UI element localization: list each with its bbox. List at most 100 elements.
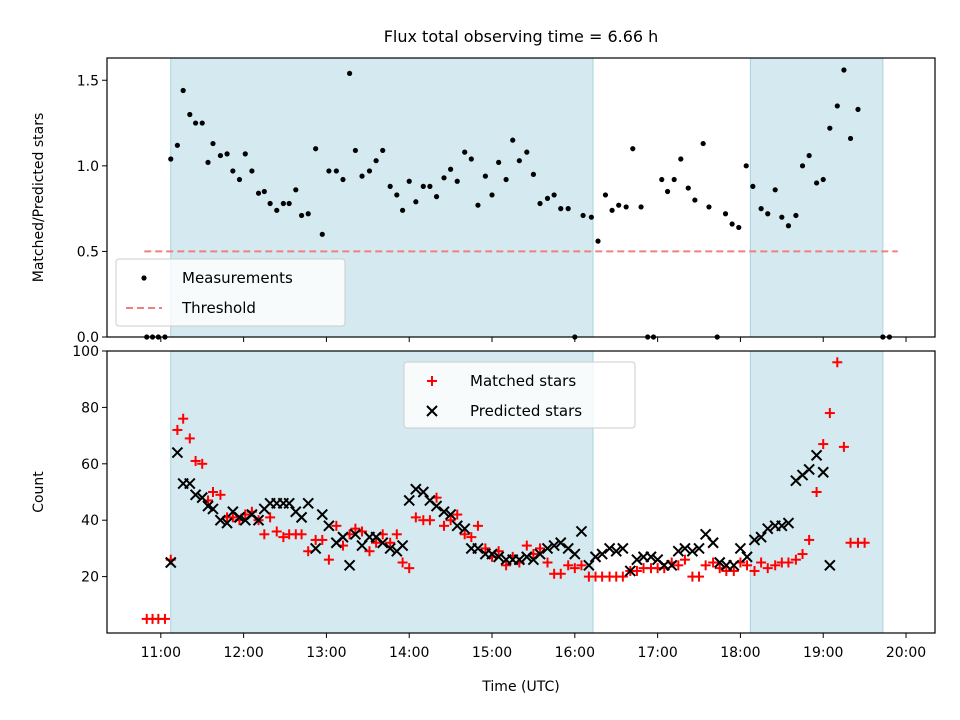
predicted-stars-point [589,551,602,563]
count-y-tick-label: 60 [81,457,99,473]
predicted-stars-point [207,503,219,515]
measurements-point [286,200,292,207]
measurements-point [537,200,543,207]
matched-stars-point [749,565,760,576]
predicted-stars-point [672,545,685,557]
measurements-point [305,211,311,217]
ratio-axes-frame [106,57,936,338]
x-tick-label: 16:00 [555,645,595,661]
predicted-stars-point [810,449,823,462]
matched-stars-point [438,520,449,531]
measurements-point [580,212,586,219]
measurements-point [827,125,833,131]
measurements-point [420,183,426,189]
matched-stars-point [259,529,270,540]
predicted-stars-point [438,506,450,518]
ratio-legend-box [115,258,346,327]
predicted-stars-point [444,508,457,521]
predicted-stars-point [233,511,246,524]
predicted-stars-point [693,542,705,555]
measurements-point [750,183,756,189]
predicted-stars-point [624,565,637,577]
matched-stars-point [617,571,628,582]
measurements-point [475,202,481,208]
predicted-stars-point [316,508,328,521]
x-tick-label: 17:00 [637,645,677,661]
ratio-y-tick-label: 0.0 [77,330,99,346]
count-y-tick-label: 100 [72,344,99,360]
measurements-point [448,166,454,172]
predicted-stars-point [189,489,202,501]
predicted-stars-point [349,528,362,541]
matched-stars-point [296,529,307,540]
predicted-stars-point [521,551,533,563]
x-tick-label: 20:00 [886,645,926,661]
measurements-point [468,156,474,162]
measurements-point [340,176,346,183]
measurements-point [192,120,199,126]
x-tick-label: 14:00 [389,645,429,661]
measurements-point [413,199,419,205]
measurements-point [454,178,460,184]
measurements-legend-marker [141,275,147,281]
matched-stars-point [466,532,477,543]
measurements-point [313,146,319,152]
matched-stars-point [317,534,328,545]
ratio-y-tick-label: 1.5 [77,73,99,89]
ratio-x-ticks [160,337,907,342]
count-legend-label: Matched stars [470,372,576,390]
matched-stars-point [824,408,835,419]
matched-stars-point [811,487,822,497]
ratio-y-axis-label: Matched/Predicted stars [31,113,47,283]
matched-stars-point [385,537,396,548]
matched-stars-point [184,433,195,444]
measurements-point [609,207,615,213]
measurements-point [503,176,509,183]
measurements-point [168,156,174,162]
predicted-stars-point [337,531,349,543]
matched-stars-point [350,523,361,534]
predicted-stars-point [309,542,322,555]
matched-stars-point [563,560,574,571]
matched-stars-point [818,439,829,450]
measurements-point [230,168,236,174]
measurements-point [664,188,671,195]
matched-stars-point [859,537,870,548]
measurements-point [380,147,386,154]
measurements-point [387,183,393,189]
matched-stars-legend-marker [427,376,437,386]
measurements-point [199,120,205,126]
matched-stars-point [323,554,334,565]
matched-stars-point [197,458,208,469]
matched-stars-point [445,515,456,526]
matched-stars-point [227,512,238,523]
matched-stars-point [762,563,773,574]
predicted-stars-point [603,542,616,555]
predicted-stars-point [741,551,753,563]
count-y-ticks: 20 40 60 80 100 [72,344,107,586]
matched-stars-point [459,529,470,540]
measurements-point [347,70,353,77]
predicted-stars-point [396,539,409,552]
matched-stars-point [159,613,170,624]
ratio-legend: Measurements Threshold [115,258,346,327]
predicted-stars-point [492,551,505,563]
matched-stars-point [265,512,276,523]
measurements-point [359,173,365,179]
measurements-point [692,197,698,203]
matched-stars-point [404,563,415,574]
matched-stars-point [452,509,463,520]
predicted-stars-point [171,446,184,459]
predicted-stars-point [252,514,265,526]
measurements-point [462,149,468,155]
measurements-point [758,206,764,212]
predicted-stars-point [824,559,836,572]
measurements-point [616,202,622,208]
measurements-point [249,168,255,174]
matched-stars-point [371,537,382,548]
predicted-stars-point [196,491,208,504]
measurements-point [772,187,778,193]
count-y-tick-label: 80 [81,400,99,416]
x-tick-label: 11:00 [141,645,181,661]
predicted-stars-point [596,548,608,560]
